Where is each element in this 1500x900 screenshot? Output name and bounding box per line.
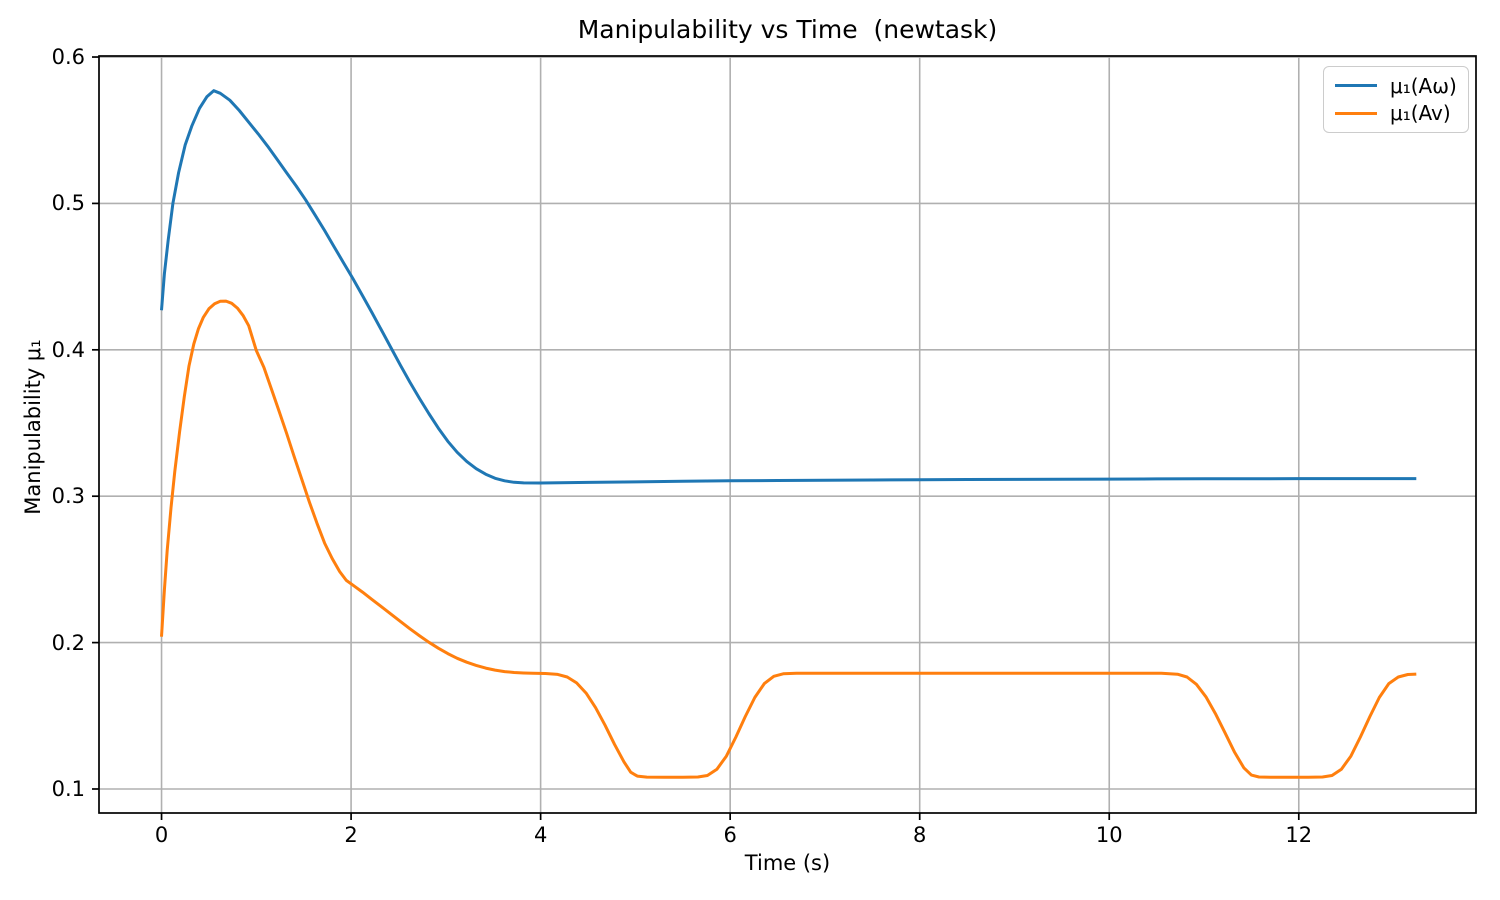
legend-line-swatch: [1335, 83, 1377, 88]
series-line-mu1-Aomega: [160, 89, 1417, 485]
y-tick-label: 0.6: [51, 45, 85, 70]
legend-line-swatch: [1335, 111, 1377, 116]
axes-spines: [98, 55, 1477, 814]
x-tick-label: 2: [344, 823, 358, 847]
y-tick-label: 0.5: [51, 191, 85, 216]
legend: μ₁(Aω) μ₁(Av): [1323, 66, 1469, 133]
x-tick-label: 12: [1285, 823, 1313, 847]
y-tick-label: 0.1: [51, 776, 85, 801]
y-tick-label: 0.3: [51, 484, 85, 509]
legend-item-label: μ₁(Aω): [1390, 73, 1457, 98]
y-axis-label: Manipulability μ₁: [21, 339, 45, 515]
legend-item-label: μ₁(Av): [1390, 101, 1451, 126]
x-tick-label: 0: [154, 823, 169, 847]
chart-title: Manipulability vs Time (newtask): [577, 15, 998, 44]
legend-item-mu1-Aomega: μ₁(Aω): [1335, 74, 1462, 98]
legend-item-mu1-Av: μ₁(Av): [1335, 101, 1462, 125]
x-tick-label: 8: [913, 823, 927, 847]
x-tick-label: 10: [1095, 823, 1123, 847]
series-line-mu1-Av: [160, 299, 1417, 779]
x-axis-label: Time (s): [744, 851, 831, 875]
x-tick-label: 4: [533, 823, 548, 847]
x-tick-label: 6: [723, 823, 737, 847]
y-tick-label: 0.2: [51, 630, 85, 655]
y-tick-label: 0.4: [51, 337, 85, 362]
